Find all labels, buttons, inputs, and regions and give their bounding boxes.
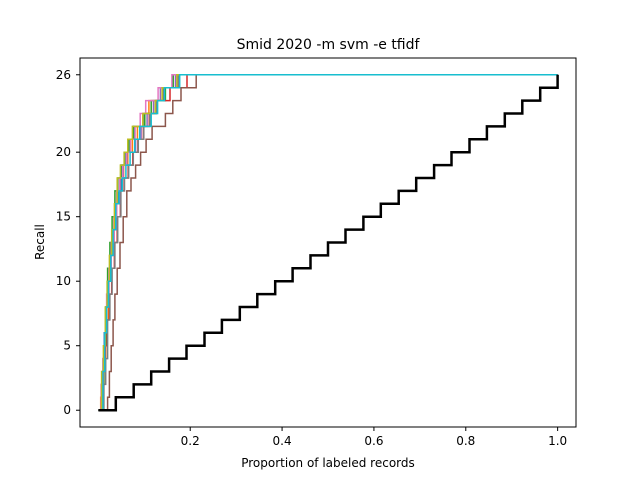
y-tick-label: 15 bbox=[56, 210, 71, 224]
x-axis: 0.2 0.4 0.6 0.8 1.0 bbox=[181, 427, 567, 448]
plot-frame bbox=[79, 57, 577, 428]
x-axis-title: Proportion of labeled records bbox=[241, 456, 415, 470]
chart-title: Smid 2020 -m svm -e tfidf bbox=[237, 37, 421, 53]
x-tick-label: 0.4 bbox=[273, 434, 292, 448]
x-tick-label: 0.2 bbox=[181, 434, 200, 448]
series-line-11 bbox=[98, 74, 559, 412]
x-tick-label: 1.0 bbox=[548, 434, 567, 448]
y-tick-label: 10 bbox=[56, 274, 71, 288]
plot-area bbox=[79, 57, 577, 428]
y-tick-label: 0 bbox=[63, 403, 71, 417]
series-line-9 bbox=[98, 74, 558, 411]
x-tick-label: 0.8 bbox=[456, 434, 475, 448]
y-tick-label: 5 bbox=[63, 339, 71, 353]
y-tick-label: 20 bbox=[56, 145, 71, 159]
x-tick-label: 0.6 bbox=[364, 434, 383, 448]
y-tick-label: 26 bbox=[56, 68, 71, 82]
y-axis: 0 5 10 15 20 26 bbox=[56, 68, 80, 417]
y-axis-title: Recall bbox=[33, 224, 47, 260]
series-line-10 bbox=[98, 74, 558, 411]
series-group bbox=[98, 74, 559, 412]
series-line-6 bbox=[98, 74, 558, 411]
